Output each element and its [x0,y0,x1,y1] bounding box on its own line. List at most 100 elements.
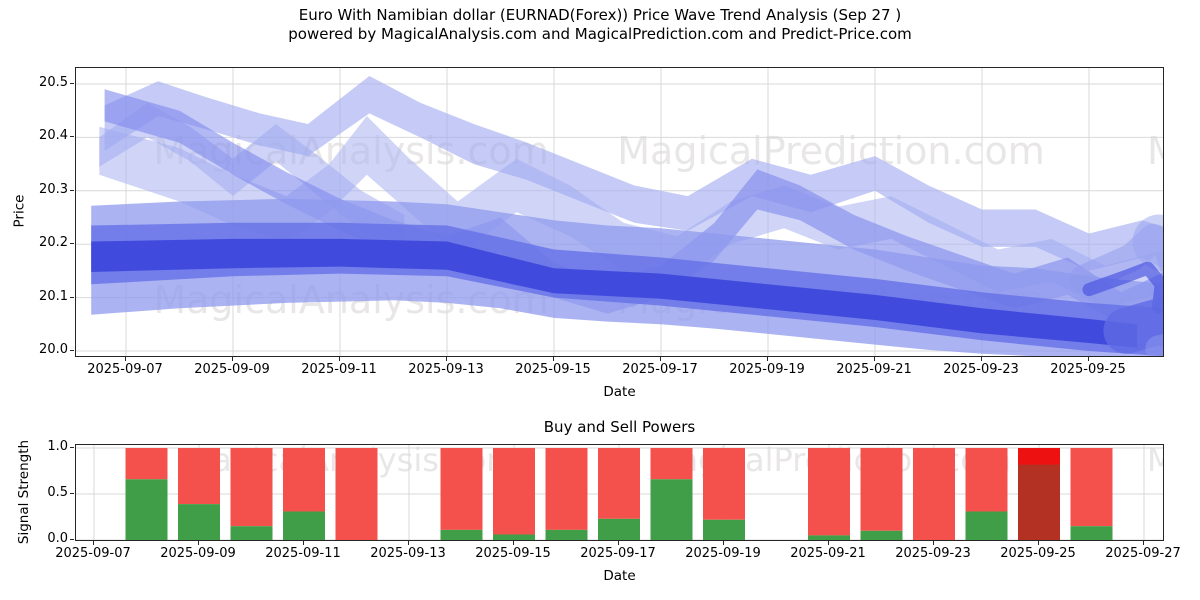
bar-buy [230,526,273,540]
price-wave-plot-area: MagicalAnalysis.com MagicalPrediction.co… [75,67,1164,357]
x-tick-label-price: 2025-09-25 [1050,362,1126,377]
stroke-end-blob-main [1103,298,1163,354]
power-xaxis-label: Date [603,568,636,584]
x-tick-label-power: 2025-09-17 [580,546,656,561]
stroke-end-hook-dark [1082,261,1163,314]
y-tick-label-power: 1.0 [47,439,68,454]
bar-sell [493,448,535,535]
ribbon-upper-ribbon-top [104,76,1163,271]
bar-buy [1070,526,1113,540]
x-tickmark-power [303,541,304,545]
stroke-end-blob-pale [1145,334,1163,356]
y-tick-label-price: 20.4 [39,128,68,144]
bar-buy [283,511,325,540]
bar-sell [860,448,903,531]
x-tickmark-power [1038,541,1039,545]
x-tickmark-price [125,357,126,361]
bar-buy [965,511,1008,540]
x-tick-label-power: 2025-09-25 [1000,546,1076,561]
x-tickmark-power [618,541,619,545]
x-tickmark-price [232,357,233,361]
bar-buy [125,479,168,540]
bar-sell [230,448,273,527]
ribbon-main-band-dark [91,238,1138,348]
x-tickmark-power [93,541,94,545]
bar-sell [440,448,483,530]
y-tickmark-price [70,296,74,298]
x-tick-label-price: 2025-09-07 [87,362,163,377]
x-tick-label-price: 2025-09-11 [301,362,377,377]
bar-sell [545,448,588,530]
x-tick-label-power: 2025-09-13 [370,546,446,561]
bar-buy [493,534,535,540]
x-tick-label-power: 2025-09-09 [160,546,236,561]
bar-sell [913,448,955,540]
x-tick-label-price: 2025-09-21 [836,362,912,377]
y-tickmark-price [70,83,74,84]
x-tick-label-power: 2025-09-23 [895,546,971,561]
y-tick-label-price: 20.3 [39,181,68,197]
power-plot-area: MagicalAnalysis.com MagicalPrediction.co… [75,444,1164,541]
bar-sell [598,448,640,519]
y-tickmark-power [70,493,74,494]
bar-buy [545,529,588,540]
x-tick-label-power: 2025-09-07 [55,546,131,561]
x-tickmark-power [1143,541,1144,545]
y-tickmark-price [70,350,74,351]
bar-strong-sell [1018,464,1060,540]
x-tickmark-price [767,357,768,361]
x-tick-label-power: 2025-09-27 [1105,546,1181,561]
x-tick-label-price: 2025-09-19 [729,362,805,377]
bar-sell [335,448,378,540]
y-tick-label-price: 20.2 [39,235,68,251]
x-tick-label-price: 2025-09-13 [408,362,484,377]
x-tick-label-power: 2025-09-19 [685,546,761,561]
x-tickmark-power [723,541,724,545]
bar-buy [598,518,640,540]
main-title-line2: powered by MagicalAnalysis.com and Magic… [288,25,912,43]
power-bars-canvas [76,445,1163,540]
x-tickmark-price [553,357,554,361]
x-tick-label-power: 2025-09-15 [475,546,551,561]
bar-sell [125,448,168,480]
y-tickmark-power [70,447,74,448]
y-tick-label-price: 20.1 [39,288,68,304]
bar-buy [178,504,220,540]
bar-sell [965,448,1008,512]
x-tickmark-power [198,541,199,545]
price-xaxis-label: Date [603,384,636,400]
x-tickmark-price [339,357,340,361]
bar-sell [1070,448,1113,527]
y-tickmark-price [70,136,74,138]
main-title-line1: Euro With Namibian dollar (EURNAD(Forex)… [298,6,902,24]
price-axis-label: Price [11,194,28,228]
y-tick-label-price: 20.0 [39,342,68,357]
y-tick-label-power: 0.0 [47,531,68,546]
bar-buy [808,535,850,540]
y-tick-label-price: 20.5 [39,75,68,90]
x-tick-label-power: 2025-09-21 [790,546,866,561]
y-tickmark-price [70,243,74,245]
bar-sell [283,448,325,512]
bar-buy [860,530,903,540]
bar-sell [703,448,745,520]
bar-buy [703,519,745,540]
x-tickmark-price [1088,357,1089,361]
y-tick-label-power: 0.5 [47,485,68,500]
x-tickmark-power [513,541,514,545]
x-tick-label-price: 2025-09-09 [194,362,270,377]
x-tickmark-power [933,541,934,545]
x-tickmark-price [874,357,875,361]
bar-buy [650,479,693,540]
bar-sell [650,448,693,480]
bar-sell [808,448,850,536]
x-tickmark-power [408,541,409,545]
price-ribbons-canvas [76,68,1163,356]
x-tick-label-price: 2025-09-15 [515,362,591,377]
x-tick-label-price: 2025-09-23 [943,362,1019,377]
stroke-end-hook-blob [1132,214,1163,272]
x-tickmark-price [981,357,982,361]
y-tickmark-power [70,539,74,540]
x-tick-label-power: 2025-09-11 [265,546,341,561]
